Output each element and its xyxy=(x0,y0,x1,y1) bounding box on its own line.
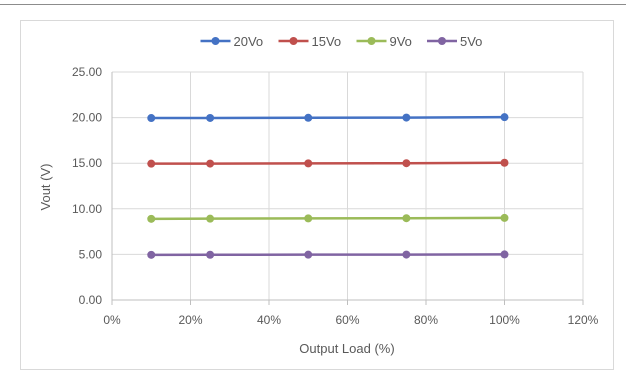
data-point-9vo xyxy=(147,214,156,223)
data-point-9vo xyxy=(304,214,313,223)
y-tick-label: 0.00 xyxy=(79,293,103,307)
series-5vo xyxy=(147,250,509,259)
legend-marker-5vo xyxy=(438,37,446,45)
data-point-5vo xyxy=(500,250,509,259)
data-point-20vo xyxy=(304,113,313,122)
y-tick-label: 25.00 xyxy=(72,65,102,79)
legend-label-20vo: 20Vo xyxy=(234,34,264,49)
data-point-9vo xyxy=(500,213,509,222)
y-tick-label: 20.00 xyxy=(72,111,102,125)
data-point-15vo xyxy=(206,159,215,168)
x-tick-label: 100% xyxy=(489,313,520,327)
x-tick-label: 20% xyxy=(178,313,202,327)
data-point-20vo xyxy=(402,113,411,122)
x-tick-label: 80% xyxy=(414,313,438,327)
series-15vo xyxy=(147,158,509,168)
data-point-20vo xyxy=(500,113,509,122)
series-line-15vo xyxy=(151,161,505,165)
data-point-5vo xyxy=(206,250,215,259)
data-point-20vo xyxy=(206,113,215,122)
data-point-15vo xyxy=(304,159,313,168)
data-point-5vo xyxy=(402,250,411,259)
data-point-9vo xyxy=(206,214,215,223)
x-tick-label: 60% xyxy=(335,313,359,327)
y-tick-labels: 0.00 5.00 10.00 15.00 20.00 25.00 xyxy=(72,65,102,307)
legend-item-9vo: 9Vo xyxy=(356,34,412,49)
y-tick-label: 15.00 xyxy=(72,156,102,170)
data-point-15vo xyxy=(147,159,156,168)
legend-label-5vo: 5Vo xyxy=(460,34,482,49)
y-axis-label: Vout (V) xyxy=(38,164,53,211)
axes xyxy=(111,72,584,305)
data-series xyxy=(147,113,509,259)
series-line-20vo xyxy=(151,115,505,120)
legend-label-9vo: 9Vo xyxy=(390,34,412,49)
legend-marker-20vo xyxy=(211,37,220,45)
data-point-15vo xyxy=(500,158,509,167)
legend-marker-9vo xyxy=(367,37,376,45)
legend-marker-15vo xyxy=(289,37,298,45)
legend-item-20vo: 20Vo xyxy=(200,34,264,49)
legend-label-15vo: 15Vo xyxy=(312,34,342,49)
series-9vo xyxy=(147,213,509,223)
x-tick-label: 0% xyxy=(103,313,121,327)
x-axis-label: Output Load (%) xyxy=(299,341,394,356)
series-20vo xyxy=(147,113,509,123)
chart-frame xyxy=(20,20,614,370)
series-line-9vo xyxy=(151,216,505,221)
data-point-5vo xyxy=(304,250,313,259)
legend-item-5vo: 5Vo xyxy=(427,34,482,49)
y-tick-label: 5.00 xyxy=(79,247,103,261)
data-point-5vo xyxy=(147,250,156,259)
legend-item-15vo: 15Vo xyxy=(278,34,342,49)
top-border-line xyxy=(0,4,626,5)
data-point-15vo xyxy=(402,159,411,168)
x-tick-labels: 0% 20% 40% 60% 80% 100% 120% xyxy=(103,313,598,327)
y-tick-label: 10.00 xyxy=(72,202,102,216)
x-tick-label: 120% xyxy=(568,313,599,327)
data-point-9vo xyxy=(402,214,411,223)
legend: 20Vo 15Vo 9Vo 5Vo xyxy=(200,34,482,49)
gridlines xyxy=(112,71,584,300)
data-point-20vo xyxy=(147,114,156,123)
x-tick-label: 40% xyxy=(257,313,281,327)
